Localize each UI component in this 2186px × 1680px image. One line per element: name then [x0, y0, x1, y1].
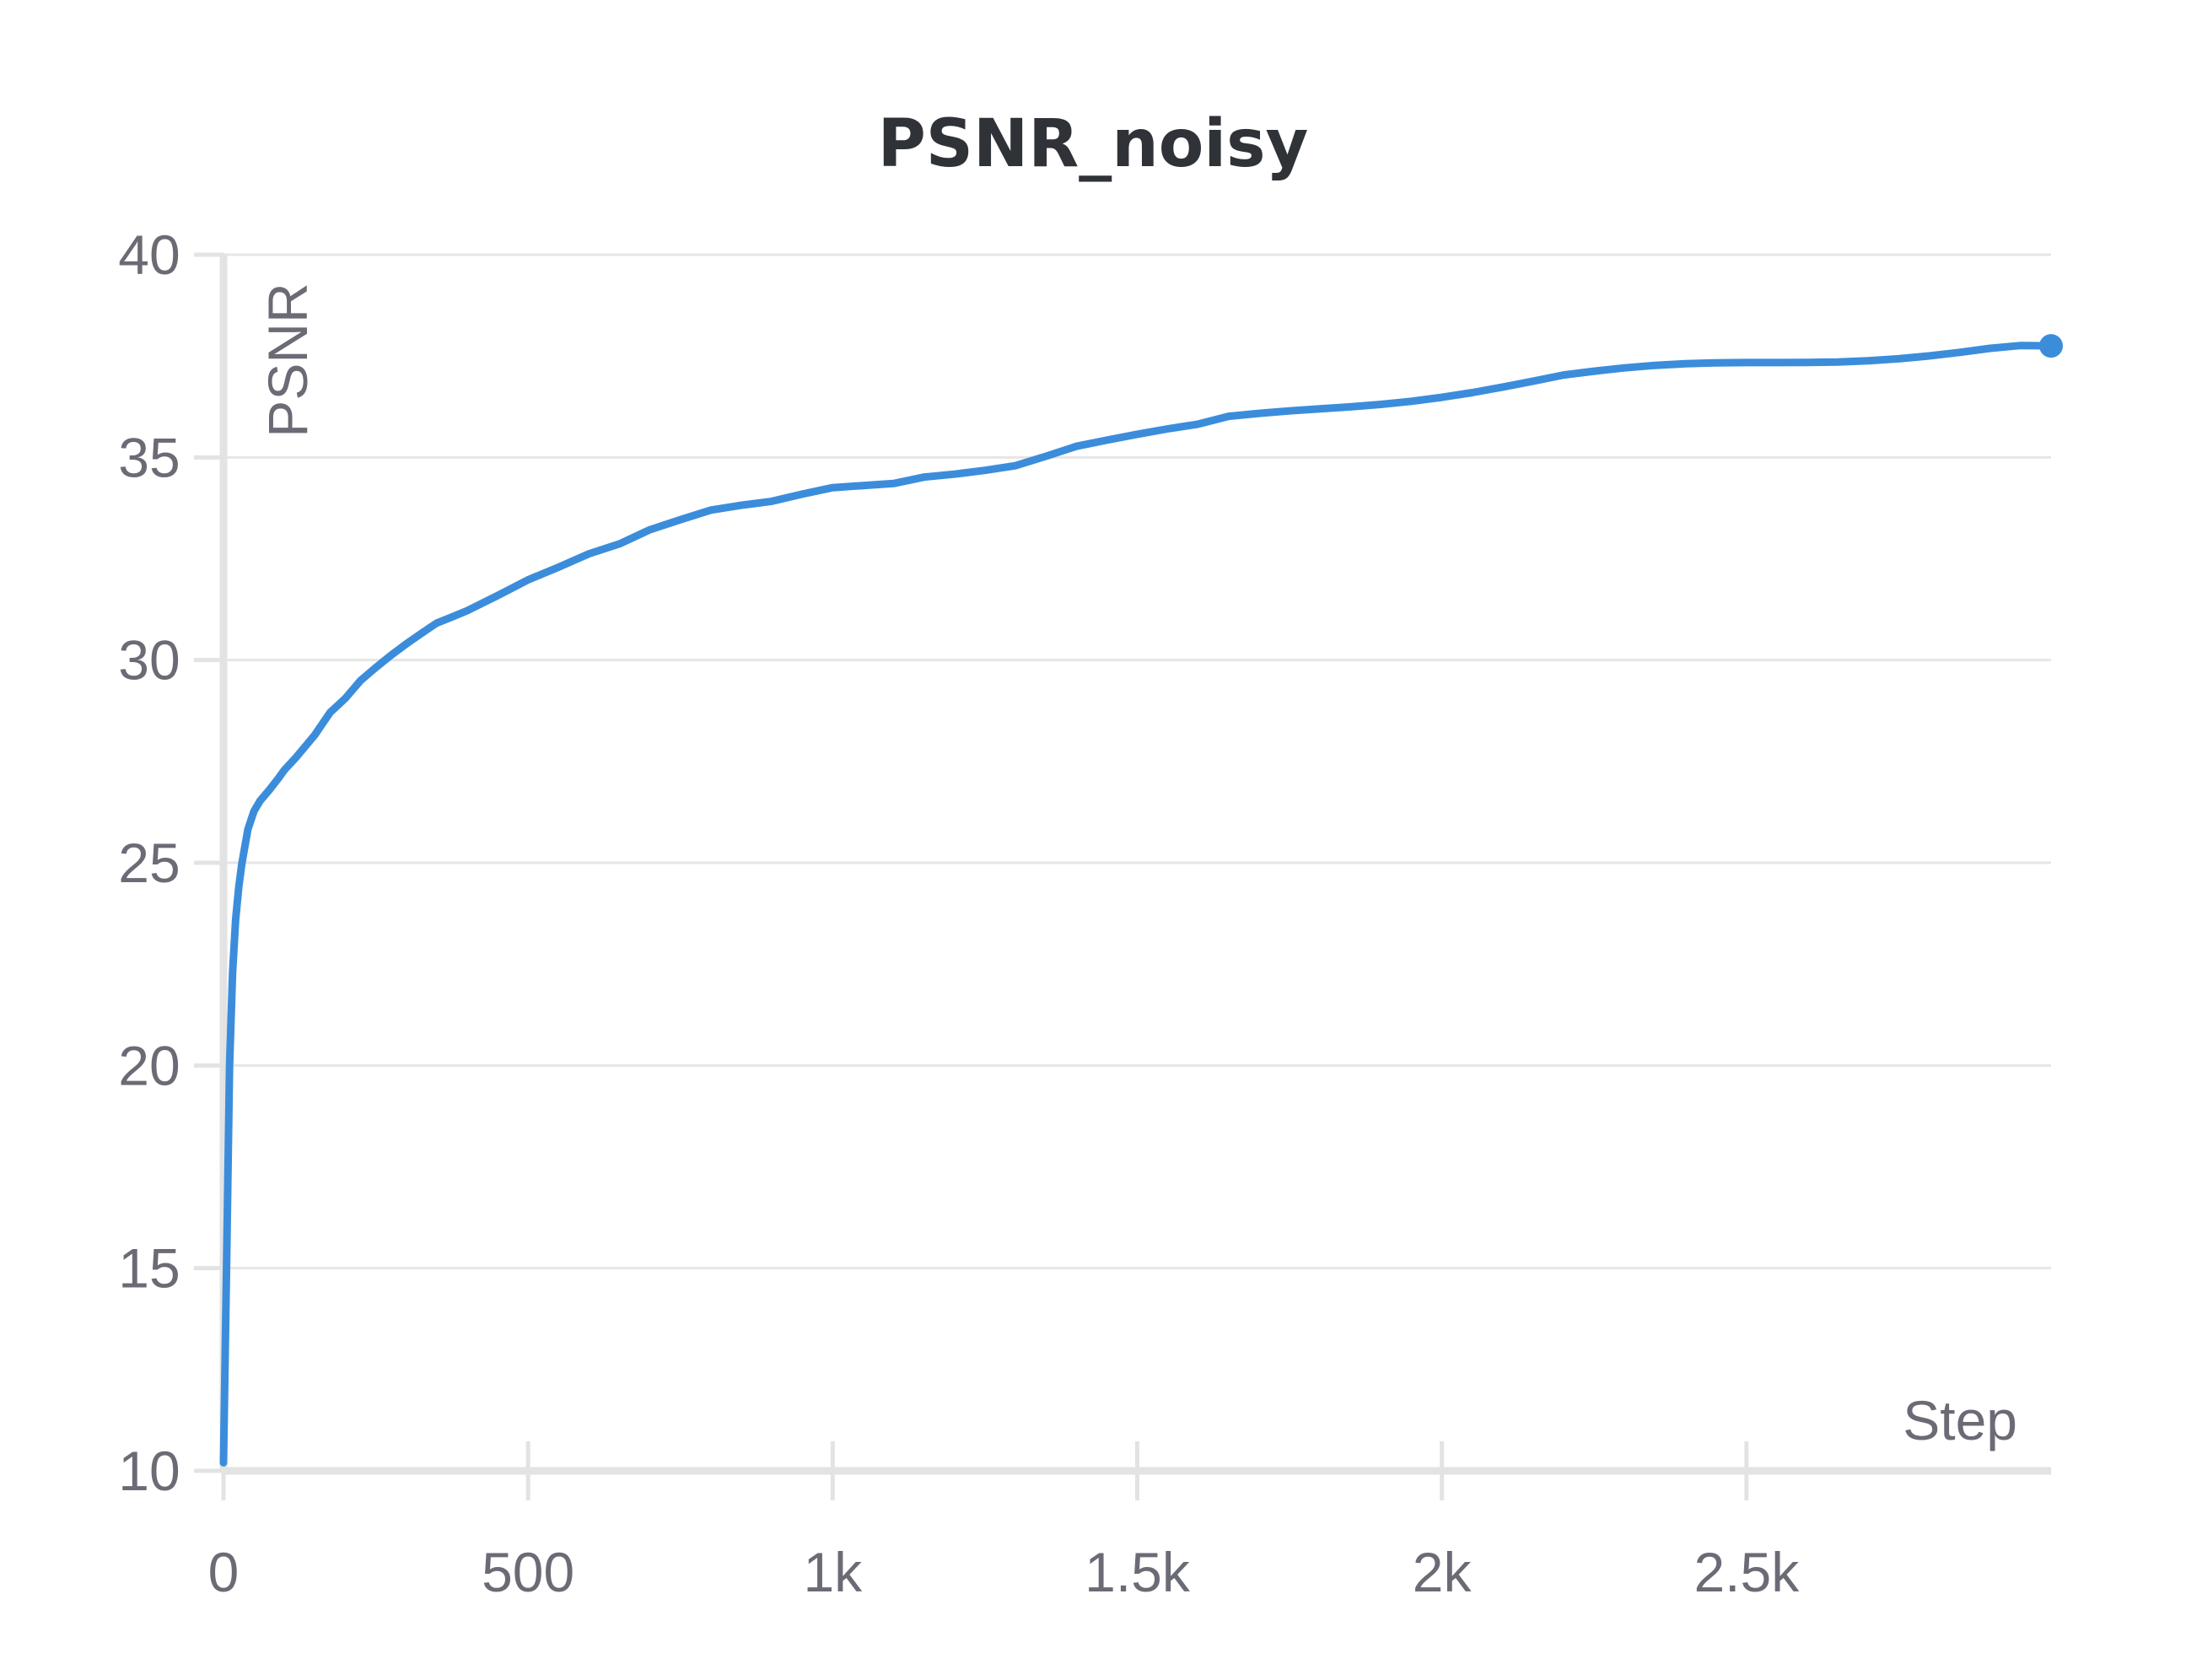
x-tick-label: 1.5k	[1085, 1541, 1191, 1603]
series-line	[219, 342, 2055, 1467]
y-tick-label: 10	[118, 1440, 180, 1502]
y-tick-label: 15	[118, 1237, 180, 1300]
chart-title: PSNR_noisy	[878, 106, 1309, 182]
series-end-point	[2039, 334, 2063, 358]
x-tick-label: 0	[208, 1541, 240, 1603]
x-tick-label: 1k	[803, 1541, 863, 1603]
series	[219, 334, 2063, 1467]
x-tick-label: 500	[482, 1541, 574, 1603]
y-tick-label: 35	[118, 426, 180, 488]
x-tick-label: 2k	[1413, 1541, 1473, 1603]
x-axis-label: Step	[1903, 1389, 2017, 1451]
y-tick-label: 30	[118, 629, 180, 692]
y-tick-label: 20	[118, 1034, 180, 1096]
y-axis-label: PSNR	[256, 283, 319, 437]
tick-labels: 10 15 20 25 30 35 40 0 500 1k 1.5k 2k 2.5k	[118, 223, 1800, 1603]
axes	[194, 252, 2051, 1500]
x-tick-label: 2.5k	[1693, 1541, 1800, 1603]
y-tick-label: 25	[118, 832, 180, 894]
grid-lines	[223, 253, 2051, 1270]
y-tick-label: 40	[118, 223, 180, 286]
